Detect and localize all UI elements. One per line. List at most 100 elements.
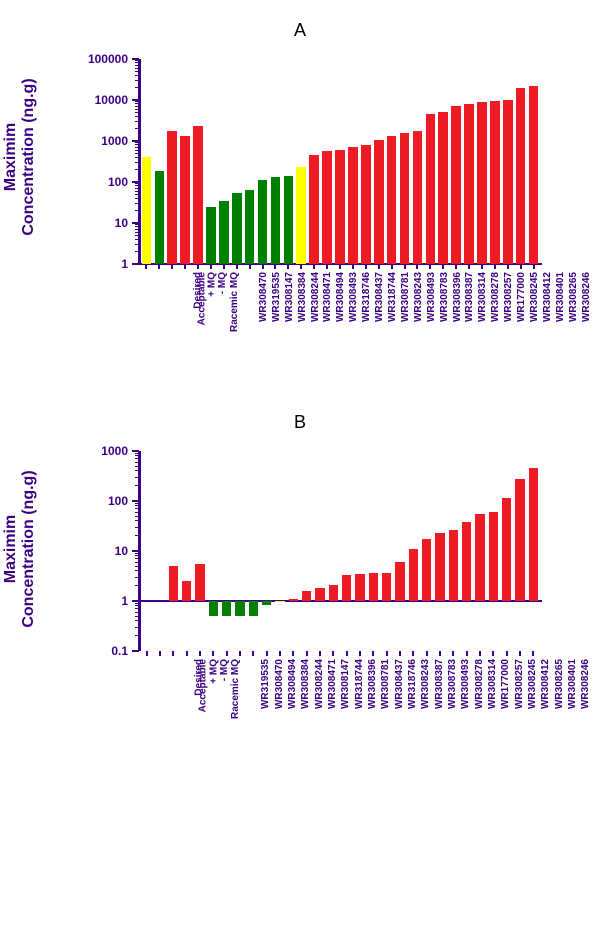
bar (449, 530, 459, 601)
figure: A Maximim Concentration (ng.g) 110100100… (0, 0, 600, 774)
x-tick-label: WR308470 (258, 272, 269, 322)
y-minor-tick (135, 535, 139, 536)
x-tick (468, 264, 470, 269)
x-tick (279, 651, 281, 656)
bar (374, 140, 384, 264)
panel-a-plot: 110100100010000100000AcceptableDesiredRa… (140, 59, 540, 264)
bar (155, 171, 165, 264)
ylabel-line1: Maximim (2, 123, 19, 191)
x-tick-label: Desired (193, 272, 204, 309)
x-tick-label: WR308396 (452, 272, 463, 322)
y-minor-tick (135, 470, 139, 471)
bar (369, 573, 379, 601)
x-tick-label: WR308387 (434, 659, 445, 709)
y-tick (132, 140, 139, 142)
bar (167, 131, 177, 264)
x-tick-label: Desired (194, 659, 205, 696)
x-tick (300, 264, 302, 269)
bar (464, 104, 474, 264)
y-minor-tick (135, 109, 139, 110)
x-tick-label: WR308278 (490, 272, 501, 322)
x-tick (239, 651, 241, 656)
y-minor-tick (135, 185, 139, 186)
x-tick (274, 264, 276, 269)
y-minor-tick (135, 60, 139, 61)
y-minor-tick (135, 128, 139, 129)
y-minor-tick (135, 62, 139, 63)
x-tick-label: WR308471 (327, 659, 338, 709)
bar (335, 150, 345, 264)
x-tick-label: WR318746 (407, 659, 418, 709)
y-minor-tick (135, 239, 139, 240)
y-minor-tick (135, 485, 139, 486)
y-tick-label: 1 (68, 257, 128, 271)
bar (438, 112, 448, 264)
bar (400, 133, 410, 264)
y-minor-tick (135, 235, 139, 236)
y-tick-label: 1000 (68, 134, 128, 148)
x-tick (287, 264, 289, 269)
x-tick (386, 651, 388, 656)
x-tick-label: WR308243 (413, 272, 424, 322)
panel-b-title: B (20, 412, 580, 433)
bar (245, 190, 255, 264)
ylabel-line2: Concentration (ng.g) (20, 78, 37, 235)
x-tick (326, 264, 328, 269)
y-minor-tick (135, 191, 139, 192)
x-tick-label: WR308245 (529, 272, 540, 322)
bar (529, 86, 539, 264)
bar (348, 147, 358, 264)
bar (502, 498, 512, 601)
y-minor-tick (135, 142, 139, 143)
bar (296, 167, 306, 264)
x-tick-label: WR319535 (271, 272, 282, 322)
bar (387, 136, 397, 264)
x-tick-label: WR308244 (314, 659, 325, 709)
x-tick-label: WR308245 (527, 659, 538, 709)
y-minor-tick (135, 503, 139, 504)
y-minor-tick (135, 516, 139, 517)
bar (180, 136, 190, 264)
x-tick (532, 651, 534, 656)
y-minor-tick (135, 555, 139, 556)
y-minor-tick (135, 68, 139, 69)
y-minor-tick (135, 112, 139, 113)
bar (232, 193, 242, 264)
x-tick (429, 264, 431, 269)
x-tick-label: WR318746 (361, 272, 372, 322)
x-tick-label: WR308781 (380, 659, 391, 709)
y-minor-tick (135, 65, 139, 66)
x-tick (372, 651, 374, 656)
y-tick (132, 58, 139, 60)
x-tick (186, 651, 188, 656)
y-minor-tick (135, 605, 139, 606)
bar (503, 100, 513, 264)
x-tick-label: WR308265 (568, 272, 579, 322)
x-tick-label: WR308147 (284, 272, 295, 322)
y-minor-tick (135, 612, 139, 613)
x-tick-label: WR308401 (555, 272, 566, 322)
bar (142, 157, 152, 264)
bar (315, 588, 325, 601)
y-tick-label: 100 (68, 494, 128, 508)
bar (382, 573, 392, 601)
bar (275, 601, 285, 602)
bar (206, 207, 216, 264)
x-tick-label: WR319535 (260, 659, 271, 709)
x-tick-label: WR308246 (580, 659, 591, 709)
y-minor-tick (135, 453, 139, 454)
bar (462, 522, 472, 601)
x-tick-label: WR308470 (274, 659, 285, 709)
x-tick (339, 264, 341, 269)
bar (222, 601, 232, 616)
x-tick (399, 651, 401, 656)
bar (435, 533, 445, 601)
y-minor-tick (135, 577, 139, 578)
y-minor-tick (135, 169, 139, 170)
y-minor-tick (135, 251, 139, 252)
x-tick (266, 651, 268, 656)
y-minor-tick (135, 87, 139, 88)
y-minor-tick (135, 203, 139, 204)
bar (409, 549, 419, 601)
y-minor-tick (135, 505, 139, 506)
